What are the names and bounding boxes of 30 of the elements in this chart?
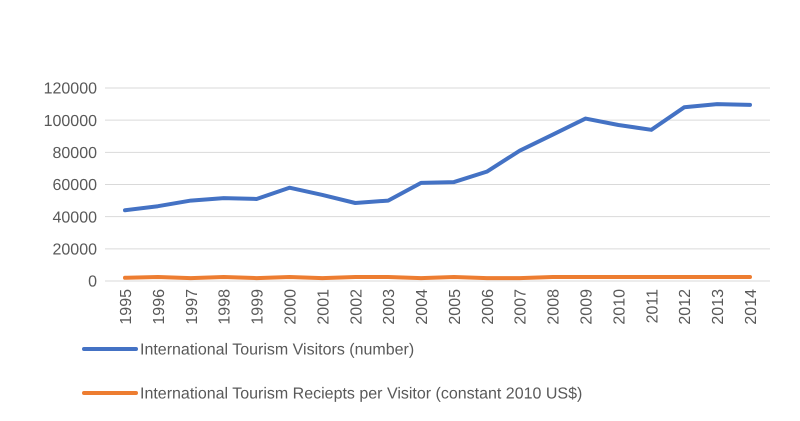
y-tick-label: 0 [88, 274, 98, 291]
x-tick-label: 2003 [381, 288, 398, 325]
x-tick-label: 2008 [546, 288, 563, 325]
x-tick-label: 2005 [446, 288, 464, 325]
x-tick-label: 2006 [480, 288, 497, 325]
y-tick-label: 60000 [52, 177, 98, 194]
x-tick-label: 2002 [348, 288, 366, 325]
x-tick-label: 1998 [216, 288, 234, 325]
x-tick-label: 1995 [118, 288, 135, 325]
x-tick-label: 2001 [315, 288, 332, 325]
x-tick-label: 2013 [710, 288, 728, 325]
y-tick-label: 20000 [52, 241, 98, 258]
legend-label: International Tourism Reciepts per Visitor (constant 2010 US$) [140, 386, 582, 403]
x-tick-label: 1997 [184, 288, 201, 325]
line-series [123, 102, 752, 212]
x-tick-label: 2004 [414, 288, 432, 325]
x-tick-label: 2011 [644, 288, 662, 324]
x-tick-label: 2014 [743, 288, 760, 325]
x-tick-label: 2012 [677, 288, 694, 325]
legend-label: International Tourism Visitors (number) [140, 342, 414, 359]
x-tick-label: 2009 [578, 288, 596, 325]
x-tick-label: 2007 [512, 288, 530, 325]
x-tick-label: 2010 [611, 288, 628, 325]
y-tick-label: 100000 [44, 112, 98, 130]
x-tick-label: 2000 [282, 288, 300, 325]
y-tick-label: 80000 [52, 144, 98, 162]
x-tick-label: 1999 [250, 288, 267, 325]
y-tick-label: 40000 [52, 209, 98, 226]
x-tick-label: 1996 [150, 288, 168, 325]
y-tick-label: 120000 [44, 80, 98, 98]
